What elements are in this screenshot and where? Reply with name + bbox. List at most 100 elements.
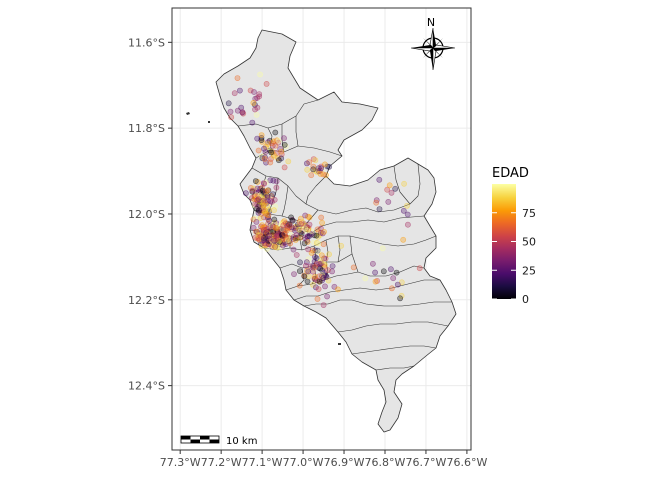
island-shape	[186, 112, 190, 115]
data-point	[307, 263, 314, 270]
data-point	[279, 242, 286, 249]
data-point	[315, 286, 322, 292]
data-point	[234, 75, 241, 81]
x-tick-label: 76.6°W	[446, 456, 487, 469]
data-point	[320, 171, 327, 178]
data-point	[308, 249, 315, 256]
data-point	[281, 135, 287, 142]
data-point	[261, 180, 268, 187]
x-tick-label: 76.8°W	[365, 456, 406, 469]
data-point	[262, 149, 269, 155]
data-point	[326, 163, 333, 170]
data-point	[376, 206, 383, 212]
data-point	[305, 273, 312, 280]
data-point	[261, 145, 267, 152]
legend-title: EDAD	[492, 166, 529, 181]
data-point	[369, 260, 376, 267]
data-point	[272, 224, 279, 231]
y-tick-label: 11.6°S	[128, 36, 165, 49]
data-point	[305, 246, 311, 253]
data-point	[306, 214, 313, 221]
data-point	[266, 217, 273, 224]
data-point	[394, 281, 401, 288]
data-point	[296, 282, 303, 289]
data-point	[280, 236, 287, 243]
data-point	[251, 89, 257, 95]
data-point	[242, 190, 249, 197]
data-point	[329, 268, 335, 275]
data-point	[324, 293, 330, 300]
x-axis: 77.3°W 77.2°W 77.1°W 77.0°W 76.9°W 76.8°W 76.7…	[160, 450, 487, 469]
data-point	[305, 256, 312, 263]
data-point	[255, 196, 262, 202]
data-point	[397, 295, 403, 302]
data-point	[266, 235, 273, 242]
data-point	[301, 240, 308, 247]
data-point	[321, 161, 328, 168]
data-point	[281, 164, 288, 171]
data-point	[258, 132, 265, 138]
island-shape	[338, 343, 341, 345]
legend-ticks: 0 25 50 75	[492, 207, 536, 306]
data-point	[292, 236, 299, 243]
data-point	[255, 207, 262, 214]
data-point	[316, 261, 323, 267]
north-arrow: N	[410, 16, 456, 71]
data-point	[273, 236, 280, 243]
data-point	[267, 159, 274, 166]
edad-points	[225, 71, 423, 308]
data-point	[254, 135, 261, 142]
x-tick-label: 77.0°W	[283, 456, 324, 469]
legend-tick-label: 0	[522, 293, 529, 306]
data-point	[384, 186, 391, 193]
data-point	[271, 207, 277, 214]
data-point	[386, 182, 393, 189]
legend-tick-label: 75	[522, 207, 536, 220]
data-point	[261, 155, 268, 162]
x-tick-label: 77.3°W	[160, 456, 201, 469]
data-point	[323, 273, 330, 280]
data-point	[319, 219, 325, 226]
data-point	[318, 214, 325, 221]
data-point	[274, 244, 280, 251]
data-point	[263, 211, 269, 217]
data-point	[228, 114, 235, 121]
data-point	[273, 184, 280, 191]
data-point	[372, 269, 378, 276]
data-point	[251, 215, 258, 222]
data-point	[281, 230, 288, 237]
data-point	[320, 302, 327, 308]
data-point	[380, 268, 387, 275]
data-point	[264, 187, 271, 194]
data-point	[338, 242, 345, 249]
data-point	[313, 232, 320, 239]
data-point	[277, 145, 284, 152]
legend-tick-label: 50	[522, 236, 536, 249]
data-point	[252, 106, 258, 113]
data-point	[388, 189, 395, 196]
data-point	[298, 221, 304, 227]
data-point	[249, 119, 256, 126]
data-point	[250, 100, 257, 106]
data-point	[379, 245, 386, 252]
data-point	[317, 258, 324, 264]
data-point	[234, 107, 241, 114]
data-point	[416, 265, 423, 272]
data-point	[401, 180, 407, 187]
data-point	[281, 141, 288, 148]
data-point	[263, 81, 270, 87]
data-point	[318, 165, 325, 172]
province-outline	[215, 29, 457, 433]
x-tick-label: 77.2°W	[201, 456, 242, 469]
data-point	[335, 286, 341, 293]
data-point	[275, 137, 282, 144]
data-point	[271, 216, 278, 223]
y-tick-label: 11.8°S	[128, 122, 165, 135]
data-point	[305, 268, 312, 275]
data-point	[270, 177, 277, 184]
district-polygons	[186, 29, 457, 433]
data-point	[265, 214, 271, 221]
data-point	[392, 185, 399, 192]
scale-bar: 10 km	[180, 435, 257, 447]
data-point	[302, 225, 308, 232]
